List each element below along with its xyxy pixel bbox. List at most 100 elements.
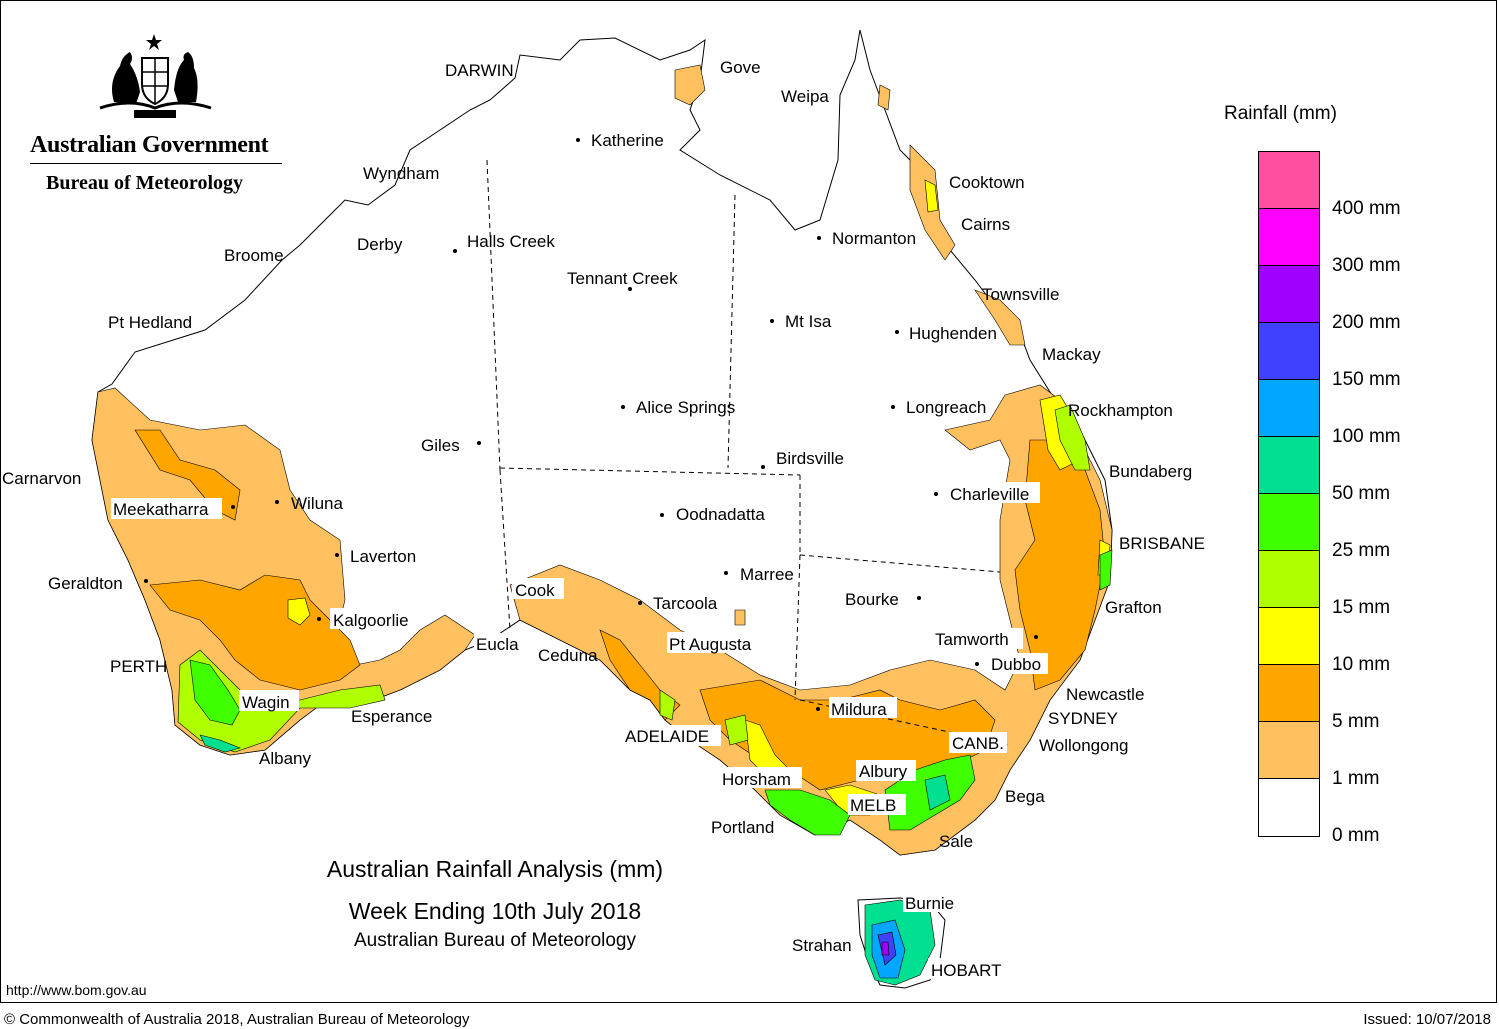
label-sydney: SYDNEY bbox=[1048, 709, 1118, 728]
cook-label-bg bbox=[512, 578, 564, 599]
kalgoorlie-label-bg bbox=[330, 608, 420, 629]
label-albury: Albury bbox=[859, 762, 908, 781]
legend-swatch bbox=[1259, 380, 1319, 437]
pt-augusta-label-bg bbox=[667, 632, 765, 653]
label-adelaide: ADELAIDE bbox=[625, 727, 709, 746]
marker-alice-springs bbox=[621, 405, 625, 409]
legend-label: 50 mm bbox=[1332, 483, 1391, 504]
dubbo-label-bg bbox=[988, 653, 1048, 674]
map-subtitle-source: Australian Bureau of Meteorology bbox=[354, 930, 636, 951]
label-bega: Bega bbox=[1005, 787, 1045, 806]
marker-tamworth bbox=[1034, 635, 1038, 639]
map-subtitle-date: Week Ending 10th July 2018 bbox=[348, 898, 642, 924]
label-townsville: Townsville bbox=[982, 285, 1059, 304]
marker-mildura bbox=[816, 707, 820, 711]
label-katherine: Katherine bbox=[591, 131, 664, 150]
label-cook: Cook bbox=[515, 581, 555, 600]
marker-tennant-creek bbox=[628, 287, 632, 291]
legend-label: 25 mm bbox=[1332, 540, 1391, 561]
label-derby: Derby bbox=[357, 235, 403, 254]
label-canb: CANB. bbox=[952, 734, 1004, 753]
marker-hughenden bbox=[895, 330, 899, 334]
marker-wiluna bbox=[275, 500, 279, 504]
hobart-label-bg bbox=[928, 958, 1012, 979]
marker-charleville bbox=[934, 492, 938, 496]
meekatharra-label-bg bbox=[111, 498, 222, 519]
label-portland: Portland bbox=[711, 818, 774, 837]
marker-kalgoorlie bbox=[317, 617, 321, 621]
adelaide-label-bg bbox=[623, 725, 721, 746]
marker-geraldton bbox=[144, 579, 148, 583]
marker-birdsville bbox=[761, 465, 765, 469]
legend-swatch bbox=[1259, 665, 1319, 722]
canb-label-bg bbox=[949, 732, 1007, 753]
label-horsham: Horsham bbox=[722, 770, 791, 789]
label-melb: MELB bbox=[850, 796, 896, 815]
label-giles: Giles bbox=[421, 436, 460, 455]
legend-swatch bbox=[1259, 437, 1319, 494]
label-marree: Marree bbox=[740, 565, 794, 584]
label-meekatharra: Meekatharra bbox=[113, 500, 209, 519]
mildura-label-bg bbox=[829, 697, 897, 718]
label-longreach: Longreach bbox=[906, 398, 986, 417]
legend-label: 100 mm bbox=[1332, 426, 1401, 447]
label-pt-hedland: Pt Hedland bbox=[108, 313, 192, 332]
legend-swatch bbox=[1259, 722, 1319, 779]
label-wiluna: Wiluna bbox=[291, 494, 344, 513]
label-eucla: Eucla bbox=[476, 635, 519, 654]
label-laverton: Laverton bbox=[350, 547, 416, 566]
legend-label: 300 mm bbox=[1332, 255, 1401, 276]
marker-halls-creek bbox=[453, 249, 457, 253]
label-albany: Albany bbox=[259, 749, 311, 768]
label-charleville: Charleville bbox=[950, 485, 1029, 504]
legend-label: 10 mm bbox=[1332, 654, 1391, 675]
marker-tarcoola bbox=[638, 601, 642, 605]
label-hughenden: Hughenden bbox=[909, 324, 997, 343]
logo-divider bbox=[30, 163, 282, 164]
legend-label: 0 mm bbox=[1332, 825, 1380, 846]
label-grafton: Grafton bbox=[1105, 598, 1162, 617]
label-tamworth: Tamworth bbox=[935, 630, 1009, 649]
legend-label: 5 mm bbox=[1332, 711, 1380, 732]
copyright-notice: © Commonwealth of Australia 2018, Austra… bbox=[4, 1011, 470, 1028]
wagin-label-bg bbox=[239, 690, 299, 711]
legend-swatch bbox=[1259, 608, 1319, 665]
legend-swatch bbox=[1259, 209, 1319, 266]
legend-label: 15 mm bbox=[1332, 597, 1391, 618]
melb-label-bg bbox=[848, 794, 906, 815]
label-tennant-creek: Tennant Creek bbox=[567, 269, 678, 288]
marker-marree bbox=[724, 571, 728, 575]
label-wollongong: Wollongong bbox=[1039, 736, 1128, 755]
label-gove: Gove bbox=[720, 58, 761, 77]
label-brisbane: BRISBANE bbox=[1119, 534, 1205, 553]
label-esperance: Esperance bbox=[351, 707, 432, 726]
label-mildura: Mildura bbox=[831, 700, 887, 719]
label-darwin: DARWIN bbox=[445, 61, 514, 80]
albury-label-bg bbox=[856, 760, 916, 781]
label-burnie: Burnie bbox=[905, 894, 954, 913]
legend-label: 200 mm bbox=[1332, 312, 1401, 333]
label-rockhampton: Rockhampton bbox=[1068, 401, 1173, 420]
government-title: Australian Government bbox=[30, 132, 269, 158]
label-broome: Broome bbox=[224, 246, 284, 265]
label-kalgoorlie: Kalgoorlie bbox=[333, 611, 409, 630]
horsham-label-bg bbox=[720, 767, 802, 788]
laverton-label-bg bbox=[348, 544, 428, 565]
marker-longreach bbox=[891, 405, 895, 409]
label-bundaberg: Bundaberg bbox=[1109, 462, 1192, 481]
legend-label: 400 mm bbox=[1332, 198, 1401, 219]
label-carnarvon: Carnarvon bbox=[2, 469, 81, 488]
marker-katherine bbox=[576, 138, 580, 142]
burnie-label-bg bbox=[903, 891, 963, 912]
marker-meekatharra bbox=[231, 505, 235, 509]
marker-dubbo bbox=[975, 662, 979, 666]
legend-label: 1 mm bbox=[1332, 768, 1380, 789]
label-mackay: Mackay bbox=[1042, 345, 1101, 364]
bom-logo: Australian Government Bureau of Meteorol… bbox=[30, 28, 290, 195]
label-normanton: Normanton bbox=[832, 229, 916, 248]
label-tarcoola: Tarcoola bbox=[653, 594, 718, 613]
marker-normanton bbox=[817, 236, 821, 240]
website-url[interactable]: http://www.bom.gov.au bbox=[6, 982, 147, 998]
legend-swatch bbox=[1259, 494, 1319, 551]
coat-of-arms-icon bbox=[99, 34, 212, 118]
